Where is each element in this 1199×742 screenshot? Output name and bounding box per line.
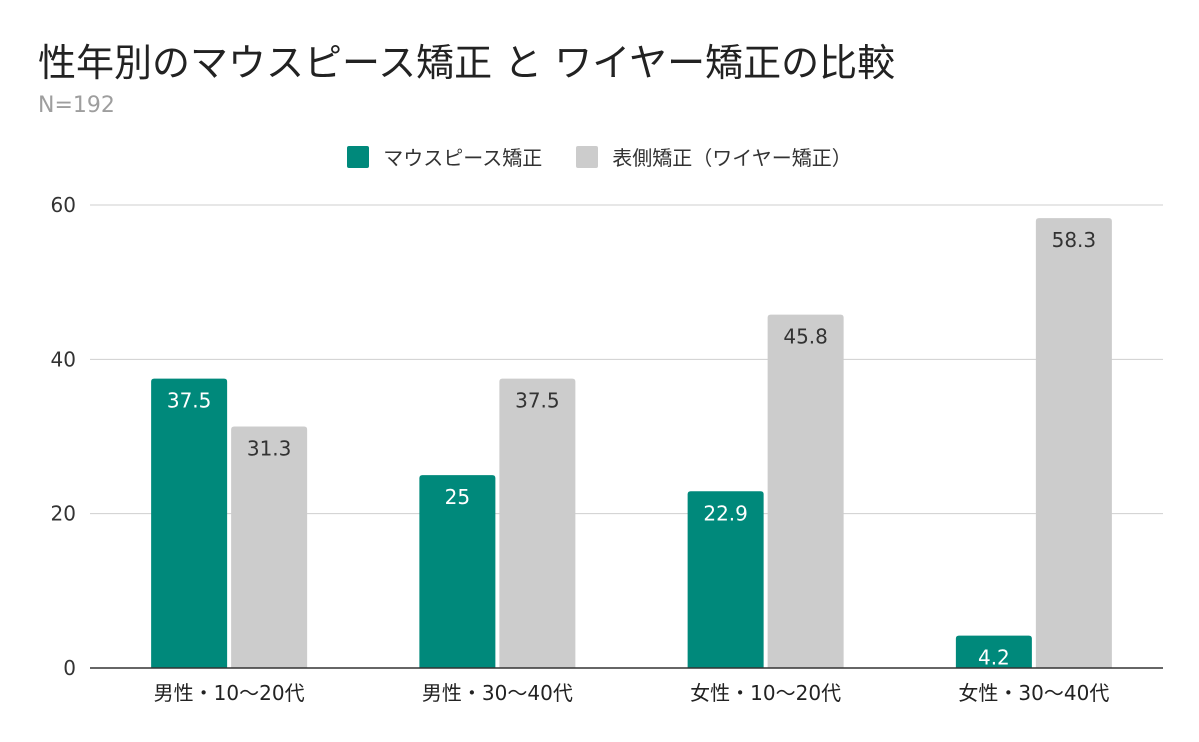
bar-s1-c2 — [767, 314, 844, 668]
data-label-s0-c3: 4.2 — [978, 646, 1010, 670]
x-tick-label-0: 男性・10〜20代 — [154, 681, 305, 705]
data-label-s1-c1: 37.5 — [515, 389, 560, 413]
legend-label-wire: 表側矯正（ワイヤー矯正） — [612, 146, 852, 170]
legend-swatch-wire — [576, 145, 599, 168]
y-tick-label-60: 60 — [51, 193, 76, 217]
x-tick-label-1: 男性・30〜40代 — [422, 681, 573, 705]
data-label-s0-c2: 22.9 — [703, 501, 748, 525]
bar-s0-c2 — [687, 491, 764, 668]
data-label-s1-c3: 58.3 — [1052, 228, 1097, 252]
chart-subtitle: N=192 — [38, 93, 115, 118]
y-tick-label-20: 20 — [51, 502, 76, 526]
legend-swatch-mouthpiece — [347, 145, 370, 168]
y-tick-label-0: 0 — [63, 656, 76, 680]
bar-s1-c0 — [231, 426, 308, 668]
bar-s1-c1 — [499, 378, 576, 668]
data-label-s1-c2: 45.8 — [783, 325, 828, 349]
legend-label-mouthpiece: マウスピース矯正 — [383, 146, 543, 170]
bar-s1-c3 — [1035, 218, 1112, 668]
bar-s0-c3 — [955, 635, 1032, 668]
x-tick-label-2: 女性・10〜20代 — [690, 681, 841, 705]
bar-s0-c0 — [151, 378, 228, 668]
x-tick-label-3: 女性・30〜40代 — [958, 681, 1109, 705]
data-label-s1-c0: 31.3 — [247, 436, 292, 460]
data-label-s0-c1: 25 — [445, 485, 470, 509]
chart-title: 性年別のマウスピース矯正 と ワイヤー矯正の比較 — [38, 41, 896, 85]
legend-item-mouthpiece[interactable]: マウスピース矯正 — [347, 142, 542, 171]
data-label-s0-c0: 37.5 — [167, 389, 212, 413]
y-tick-label-40: 40 — [51, 347, 76, 371]
legend: マウスピース矯正 表側矯正（ワイヤー矯正） — [0, 142, 1199, 171]
bar-s0-c1 — [419, 475, 496, 668]
legend-item-wire[interactable]: 表側矯正（ワイヤー矯正） — [576, 142, 852, 171]
